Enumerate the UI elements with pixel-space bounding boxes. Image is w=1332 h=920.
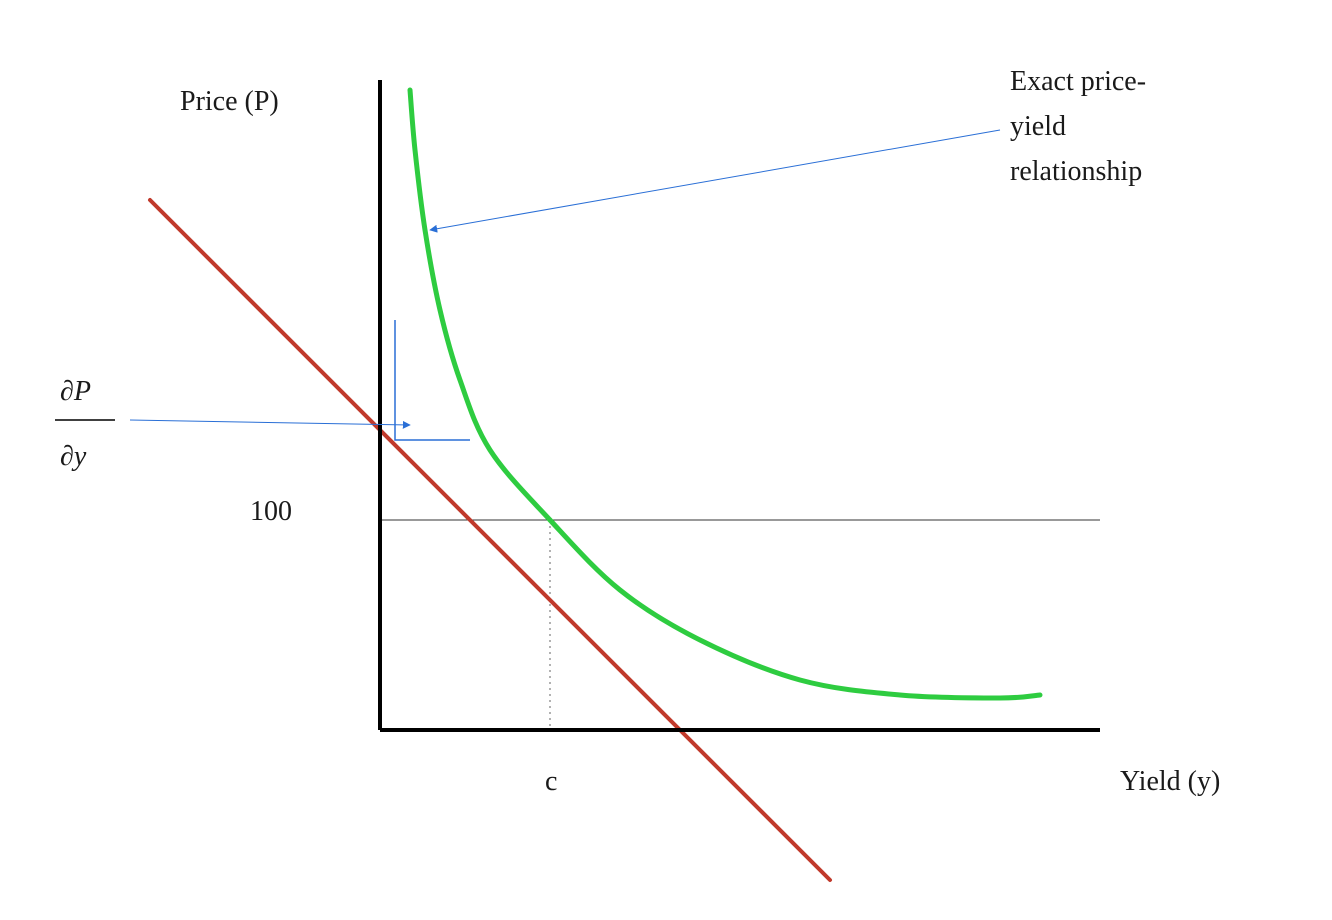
x-tick-c: c: [545, 766, 557, 797]
x-axis-label: Yield (y): [1120, 766, 1220, 797]
annotation-arrow-curve: [430, 130, 1000, 230]
price-yield-curve: [410, 90, 1040, 698]
derivative-denominator: ∂y: [60, 441, 87, 472]
annotation-exact-line-2: yield: [1010, 111, 1066, 142]
derivative-numerator: ∂P: [60, 376, 91, 407]
tangent-line: [150, 200, 830, 880]
annotation-exact-line-3: relationship: [1010, 156, 1142, 187]
price-yield-chart: Price (P) Yield (y) 100 c Exact price- y…: [0, 0, 1332, 920]
annotation-exact-line-1: Exact price-: [1010, 66, 1146, 97]
y-axis-label: Price (P): [180, 86, 279, 117]
y-tick-100: 100: [250, 496, 292, 527]
